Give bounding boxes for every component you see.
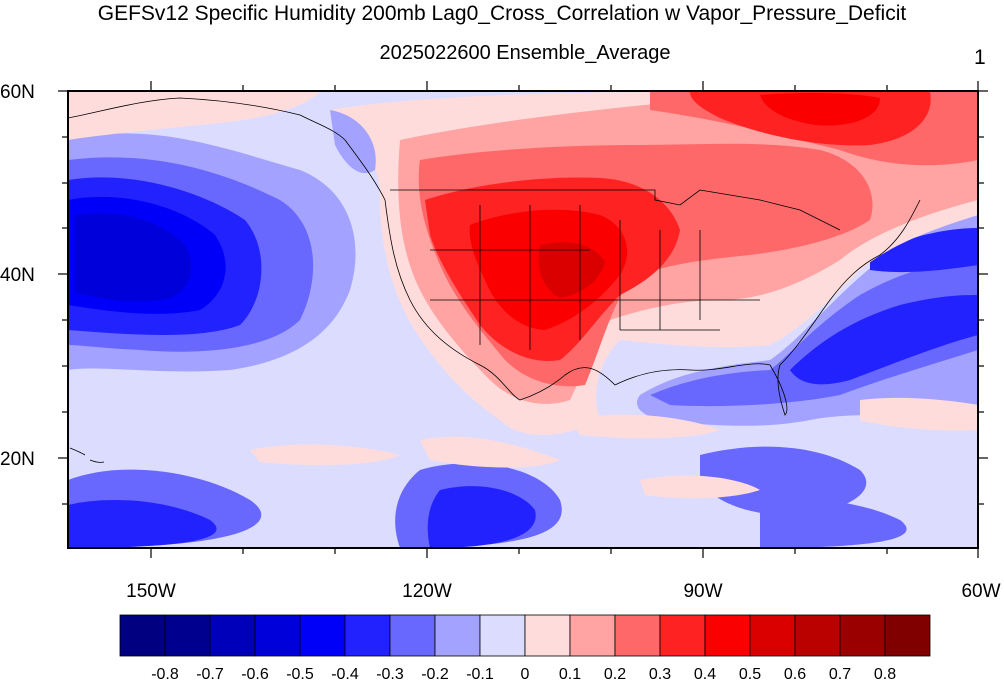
colorbar-swatch <box>704 614 751 657</box>
colorbar-tick-label: -0.1 <box>466 666 494 682</box>
colorbar-tick-label: 0.7 <box>829 666 851 682</box>
coastlines <box>68 97 921 463</box>
colorbar-tick-label: -0.5 <box>286 666 314 682</box>
colorbar-swatch <box>614 614 661 657</box>
colorbar-swatch <box>839 614 886 657</box>
colorbar-swatch <box>299 614 346 657</box>
lon-label-90w: 90W <box>683 581 722 602</box>
map-subtitle: 2025022600 Ensemble_Average <box>379 42 671 64</box>
colorbar-tick-label: 0.4 <box>694 666 716 682</box>
colorbar-tick-label: -0.7 <box>196 666 224 682</box>
lat-ticks <box>58 90 988 505</box>
colorbar-swatch <box>209 614 256 657</box>
lat-label-60n: 60N <box>0 82 35 103</box>
colorbar-swatch <box>344 614 391 657</box>
colorbar <box>119 614 931 657</box>
lat-label-20n: 20N <box>0 449 35 470</box>
colorbar-swatch <box>524 614 571 657</box>
colorbar-tick-label: 0.8 <box>874 666 896 682</box>
colorbar-tick-label: -0.6 <box>241 666 269 682</box>
colorbar-swatch <box>389 614 436 657</box>
colorbar-swatch <box>254 614 301 657</box>
colorbar-swatch <box>884 614 931 657</box>
colorbar-swatch <box>479 614 526 657</box>
colorbar-tick-label: -0.8 <box>151 666 179 682</box>
colorbar-tick-label: 0.1 <box>559 666 581 682</box>
colorbar-swatch <box>164 614 211 657</box>
colorbar-labels: -0.8 -0.7 -0.6 -0.5 -0.4 -0.3 -0.2 -0.1 0 0.1 0.2 0… <box>151 666 896 682</box>
colorbar-tick-label: -0.2 <box>421 666 449 682</box>
panel-label: 1 <box>974 46 986 69</box>
colorbar-swatch <box>794 614 841 657</box>
lon-label-60w: 60W <box>961 581 1000 602</box>
colorbar-tick-label: -0.4 <box>331 666 359 682</box>
correlation-field <box>68 91 978 548</box>
colorbar-swatch <box>434 614 481 657</box>
colorbar-tick-label: 0.3 <box>649 666 671 682</box>
lon-label-150w: 150W <box>126 581 176 602</box>
colorbar-swatch <box>569 614 616 657</box>
colorbar-swatch <box>659 614 706 657</box>
lat-label-40n: 40N <box>0 265 35 286</box>
colorbar-swatch <box>749 614 796 657</box>
colorbar-tick-label: 0 <box>521 666 530 682</box>
colorbar-tick-label: 0.5 <box>739 666 761 682</box>
colorbar-tick-label: 0.6 <box>784 666 806 682</box>
colorbar-swatch <box>119 614 166 657</box>
lon-ticks <box>150 81 979 558</box>
colorbar-tick-label: 0.2 <box>604 666 626 682</box>
colorbar-tick-label: -0.3 <box>376 666 404 682</box>
map-title: GEFSv12 Specific Humidity 200mb Lag0_Cro… <box>97 2 907 25</box>
lon-label-120w: 120W <box>402 581 452 602</box>
